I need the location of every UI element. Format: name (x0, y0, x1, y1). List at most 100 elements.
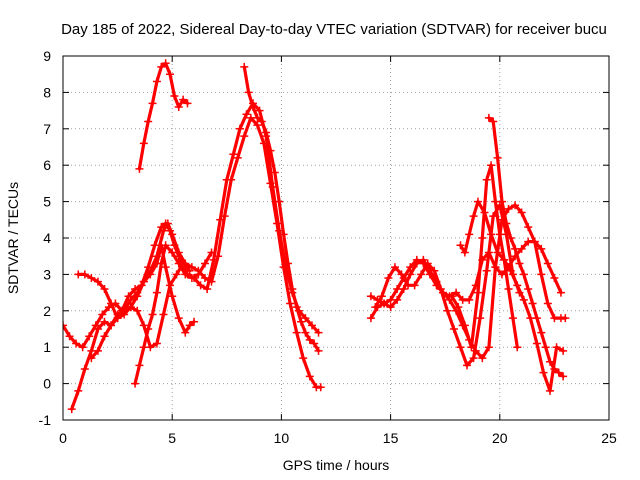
data-point (519, 270, 528, 279)
data-point (508, 314, 517, 323)
data-point (460, 321, 469, 330)
data-point (550, 274, 559, 283)
data-point (506, 234, 515, 242)
data-point (266, 146, 275, 155)
data-point (161, 59, 170, 68)
y-tick-label: 8 (43, 84, 51, 100)
data-point (292, 328, 301, 337)
data-point (181, 328, 190, 337)
data-point (203, 284, 212, 293)
data-point (456, 241, 465, 250)
data-point (227, 175, 236, 184)
data-point (465, 230, 474, 239)
data-point (170, 92, 179, 101)
data-point (185, 266, 194, 275)
series-line-track-4 (137, 61, 190, 171)
data-point (393, 295, 402, 304)
data-point (524, 284, 533, 293)
data-point (253, 121, 262, 130)
data-point (181, 270, 190, 279)
data-point (107, 299, 116, 308)
data-point (480, 208, 489, 217)
data-point (185, 321, 194, 330)
data-point (148, 310, 157, 319)
data-point (242, 110, 251, 119)
data-point (504, 204, 513, 213)
data-point (166, 281, 175, 290)
data-point (511, 201, 520, 210)
y-tick-label: 7 (43, 121, 51, 137)
data-point (554, 368, 563, 377)
x-tick-label: 5 (168, 430, 176, 446)
y-tick-label: 4 (43, 230, 51, 246)
data-point (107, 321, 116, 330)
data-point (63, 321, 67, 330)
data-point (543, 299, 552, 308)
data-point (310, 339, 319, 348)
data-point (120, 306, 129, 315)
data-point (432, 277, 441, 286)
data-point (235, 124, 244, 133)
data-point (257, 117, 266, 126)
data-point (469, 354, 478, 363)
data-point (384, 274, 393, 283)
data-point (273, 219, 282, 228)
data-point (530, 237, 539, 246)
data-point (541, 343, 550, 352)
data-point (493, 153, 502, 162)
data-point (390, 263, 399, 272)
data-point (380, 299, 389, 308)
data-point (126, 303, 135, 312)
data-point (546, 386, 555, 395)
data-point (449, 325, 458, 333)
data-point (305, 335, 314, 344)
data-point (519, 295, 528, 304)
data-point (561, 314, 570, 323)
y-tick-label: 1 (43, 339, 51, 355)
y-tick-label: 2 (43, 303, 51, 319)
data-point (275, 197, 284, 206)
data-point (159, 226, 168, 235)
data-point (532, 339, 541, 348)
data-point (194, 270, 203, 279)
data-point (410, 281, 419, 290)
data-point (93, 346, 102, 355)
data-point (463, 361, 472, 370)
data-point (157, 259, 166, 268)
data-point (93, 325, 102, 333)
data-point (484, 343, 493, 352)
data-point (397, 270, 406, 279)
y-tick-label: 5 (43, 194, 51, 210)
data-series (63, 59, 570, 414)
data-point (487, 161, 496, 170)
data-point (473, 288, 482, 297)
data-point (513, 281, 522, 290)
data-point (471, 346, 480, 355)
x-tick-label: 0 (59, 430, 67, 446)
data-point (543, 259, 552, 268)
data-point (482, 175, 491, 184)
data-point (467, 343, 476, 352)
data-point (559, 346, 568, 355)
data-point (133, 306, 142, 315)
data-point (144, 325, 153, 333)
data-point (168, 230, 177, 239)
data-point (200, 259, 209, 268)
data-point (497, 197, 506, 206)
data-point (157, 62, 166, 71)
data-point (159, 310, 168, 319)
data-point (174, 314, 183, 323)
data-point (266, 179, 275, 188)
data-point (174, 259, 183, 268)
data-point (478, 234, 487, 242)
chart-title: Day 185 of 2022, Sidereal Day-to-day VTE… (61, 21, 607, 38)
data-point (100, 284, 109, 293)
data-point (493, 248, 502, 257)
data-point (452, 288, 461, 297)
data-point (163, 219, 172, 228)
data-point (214, 252, 223, 261)
data-point (537, 270, 546, 279)
data-point (460, 248, 469, 257)
data-point (417, 270, 426, 279)
data-point (305, 372, 314, 381)
